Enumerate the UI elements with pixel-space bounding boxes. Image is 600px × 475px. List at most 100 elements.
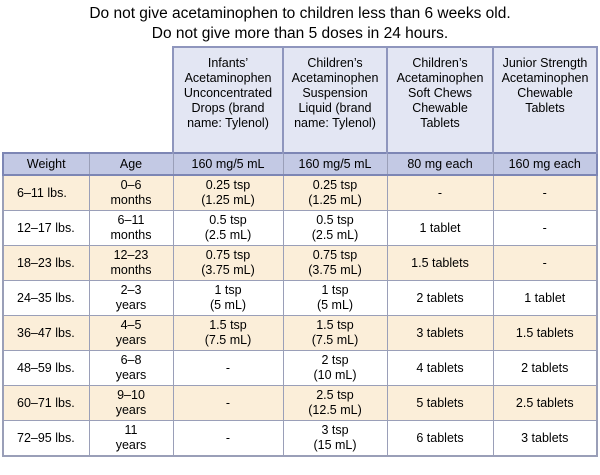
header-blank xyxy=(3,47,89,153)
age-cell: 2–3 years xyxy=(88,280,174,316)
product-line: Chewable xyxy=(412,101,468,115)
product-line: Acetaminophen xyxy=(291,71,379,85)
product-line: Chewable xyxy=(517,86,573,100)
cell-line: 0.75 tsp xyxy=(205,248,251,262)
product-line: Liquid (brand xyxy=(298,101,372,115)
product-line: Children’s xyxy=(307,56,363,70)
weight-cell: 72–95 lbs. xyxy=(2,420,90,457)
cell-line: 2 tsp xyxy=(321,353,349,367)
cell-line: 9–10 xyxy=(117,388,145,402)
table-row: 36–47 lbs. 4–5 years 1.5 tsp (7.5 mL) 1.5 tsp… xyxy=(2,315,598,351)
warning-line-age: Do not give acetaminophen to children le… xyxy=(89,5,511,22)
product-line: Children’s xyxy=(412,56,468,70)
cell-line: 1 tablet xyxy=(524,290,566,305)
weight-cell: 48–59 lbs. xyxy=(2,350,90,386)
cell-line: 0.25 tsp xyxy=(312,178,358,192)
column-header-age: Age xyxy=(88,152,174,176)
cell-line: 3 tablets xyxy=(416,325,464,340)
column-header-liquid-strength: 160 mg/5 mL xyxy=(282,152,388,176)
cell-line: 12–23 xyxy=(113,248,149,262)
soft-chews-dose-cell: 2 tablets xyxy=(386,280,494,316)
cell-line: 6–11 xyxy=(117,213,145,227)
soft-chews-dose-cell: - xyxy=(386,174,494,211)
product-line: Acetaminophen xyxy=(501,71,589,85)
infants-drops-dose-cell: - xyxy=(172,420,284,457)
childrens-liquid-dose-cell: 3 tsp (15 mL) xyxy=(282,420,388,457)
product-header-junior-strength: Junior Strength Acetaminophen Chewable T… xyxy=(492,46,598,154)
dosage-table: Infants’ Acetaminophen Unconcentrated Dr… xyxy=(2,46,598,457)
cell-line: (7.5 mL) xyxy=(204,333,252,347)
header-blank xyxy=(89,47,173,153)
product-header-row: Infants’ Acetaminophen Unconcentrated Dr… xyxy=(3,46,598,154)
soft-chews-dose-cell: 4 tablets xyxy=(386,350,494,386)
table-row: 48–59 lbs. 6–8 years -2 tsp (10 mL) 4 tablets… xyxy=(2,350,598,386)
cell-line: years xyxy=(115,333,147,347)
warning-text: Do not give acetaminophen to children le… xyxy=(0,0,600,46)
soft-chews-dose-cell: 5 tablets xyxy=(386,385,494,421)
cell-line: 3 tsp xyxy=(321,423,349,437)
cell-line: 1.5 tsp xyxy=(209,318,247,332)
cell-line: 1 tsp xyxy=(321,283,349,297)
age-cell: 0–6 months xyxy=(88,174,174,211)
cell-line: months xyxy=(110,263,152,277)
cell-line: 0.5 tsp xyxy=(316,213,354,227)
cell-line: 0.25 tsp xyxy=(205,178,251,192)
junior-strength-dose-cell: 1.5 tablets xyxy=(492,315,598,351)
product-line: Unconcentrated xyxy=(183,86,273,100)
infants-drops-dose-cell: 0.5 tsp (2.5 mL) xyxy=(172,210,284,246)
cell-line: (5 mL) xyxy=(209,298,247,312)
cell-line: (10 mL) xyxy=(313,368,357,382)
product-line: Drops (brand xyxy=(191,101,265,115)
cell-line: (12.5 mL) xyxy=(308,403,362,417)
age-cell: 6–11 months xyxy=(88,210,174,246)
column-header-junior-strength: 160 mg each xyxy=(492,152,598,176)
cell-line: 2 tablets xyxy=(521,360,569,375)
cell-line: (1.25 mL) xyxy=(201,193,255,207)
age-cell: 9–10 years xyxy=(88,385,174,421)
junior-strength-dose-cell: 2 tablets xyxy=(492,350,598,386)
age-cell: 11 years xyxy=(88,420,174,457)
cell-line: (5 mL) xyxy=(316,298,354,312)
cell-line: - xyxy=(542,220,547,235)
cell-line: - xyxy=(225,395,231,410)
cell-line: 5 tablets xyxy=(416,395,464,410)
childrens-liquid-dose-cell: 0.5 tsp (2.5 mL) xyxy=(282,210,388,246)
cell-line: 1 tablet xyxy=(419,220,461,235)
column-header-drops-strength: 160 mg/5 mL xyxy=(172,152,284,176)
age-cell: 4–5 years xyxy=(88,315,174,351)
units-header-row: Weight Age 160 mg/5 mL 160 mg/5 mL 80 mg… xyxy=(2,152,598,176)
warning-line-doses: Do not give more than 5 doses in 24 hour… xyxy=(151,25,449,42)
cell-line: 2.5 tablets xyxy=(515,395,574,410)
infants-drops-dose-cell: 0.75 tsp (3.75 mL) xyxy=(172,245,284,281)
cell-line: 4 tablets xyxy=(416,360,464,375)
childrens-liquid-dose-cell: 0.75 tsp (3.75 mL) xyxy=(282,245,388,281)
table-row: 72–95 lbs. 11 years -3 tsp (15 mL) 6 tablets 3… xyxy=(2,420,598,457)
childrens-liquid-dose-cell: 2 tsp (10 mL) xyxy=(282,350,388,386)
cell-line: - xyxy=(542,255,547,270)
childrens-liquid-dose-cell: 1.5 tsp (7.5 mL) xyxy=(282,315,388,351)
product-line: name: Tylenol) xyxy=(294,116,376,130)
soft-chews-dose-cell: 6 tablets xyxy=(386,420,494,457)
junior-strength-dose-cell: - xyxy=(492,245,598,281)
product-line: Junior Strength xyxy=(502,56,588,70)
childrens-liquid-dose-cell: 2.5 tsp (12.5 mL) xyxy=(282,385,388,421)
cell-line: (3.75 mL) xyxy=(201,263,255,277)
junior-strength-dose-cell: - xyxy=(492,174,598,211)
table-row: 12–17 lbs. 6–11 months 0.5 tsp (2.5 mL) 0.5 t… xyxy=(2,210,598,246)
table-row: 24–35 lbs. 2–3 years 1 tsp (5 mL) 1 tsp (5 mL)… xyxy=(2,280,598,316)
product-line: Suspension xyxy=(302,86,368,100)
infants-drops-dose-cell: 0.25 tsp (1.25 mL) xyxy=(172,174,284,211)
table-row: 6–11 lbs. 0–6 months 0.25 tsp (1.25 mL) 0.25 … xyxy=(2,174,598,211)
cell-line: 1.5 tablets xyxy=(411,255,469,270)
cell-line: (3.75 mL) xyxy=(308,263,362,277)
product-header-childrens-liquid: Children’s Acetaminophen Suspension Liqu… xyxy=(282,46,388,154)
weight-cell: 6–11 lbs. xyxy=(2,174,90,211)
infants-drops-dose-cell: - xyxy=(172,350,284,386)
junior-strength-dose-cell: 3 tablets xyxy=(492,420,598,457)
cell-line: 2 tablets xyxy=(416,290,464,305)
cell-line: (1.25 mL) xyxy=(308,193,362,207)
cell-line: months xyxy=(110,228,152,242)
cell-line: years xyxy=(115,438,147,452)
weight-cell: 18–23 lbs. xyxy=(2,245,90,281)
weight-cell: 24–35 lbs. xyxy=(2,280,90,316)
